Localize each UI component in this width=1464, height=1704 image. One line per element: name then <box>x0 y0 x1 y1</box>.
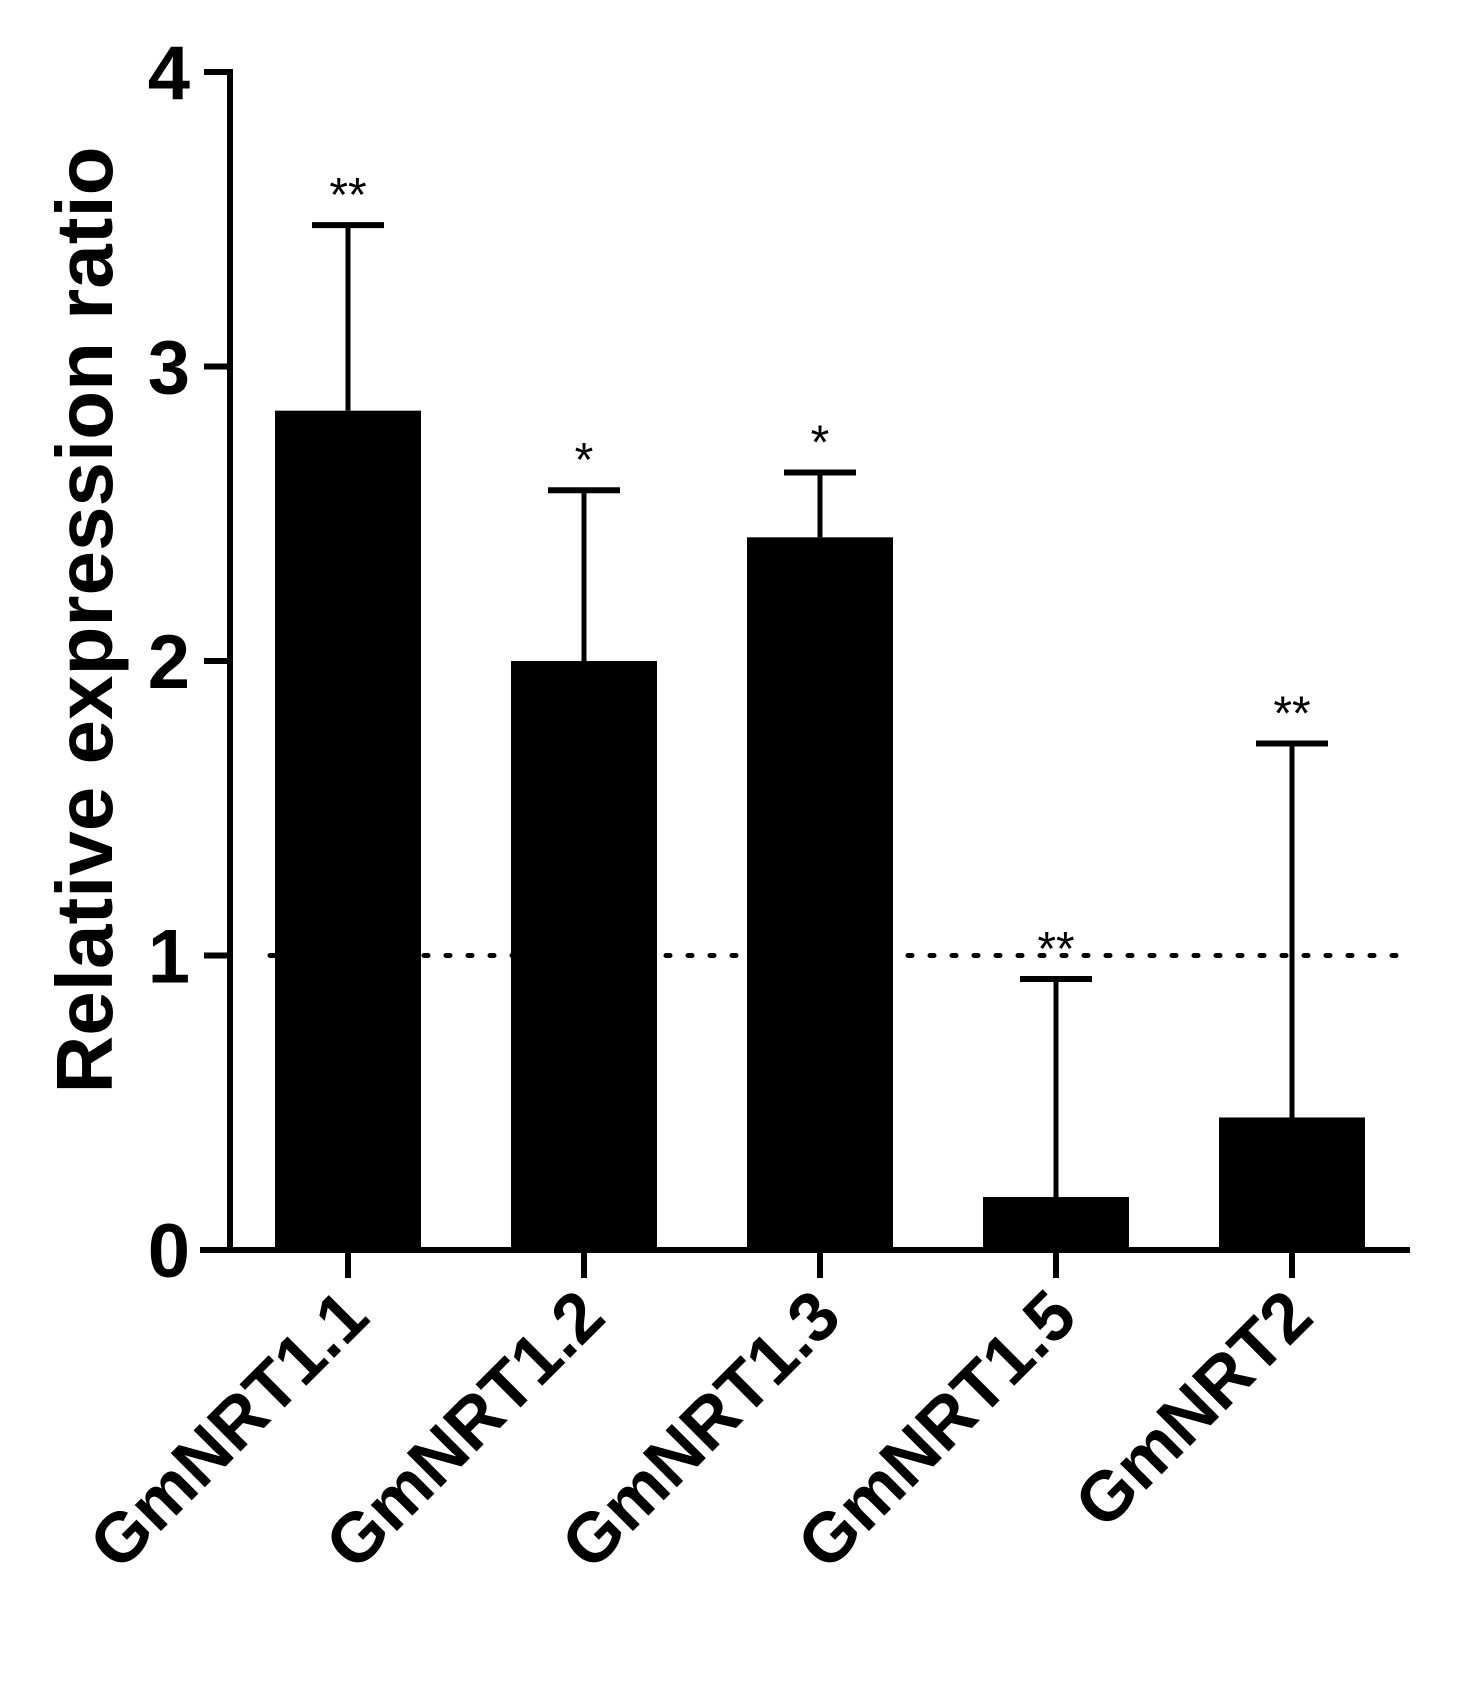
bar <box>511 661 657 1250</box>
bar <box>983 1196 1129 1250</box>
y-tick-label: 0 <box>148 1209 190 1294</box>
significance-label: ** <box>1273 687 1310 740</box>
y-tick-label: 4 <box>148 31 190 116</box>
bars: *** ***** <box>275 169 1365 1250</box>
bar <box>275 410 421 1250</box>
significance-label: ** <box>329 169 366 222</box>
y-tick-label: 3 <box>148 326 190 411</box>
bar <box>1219 1117 1365 1250</box>
significance-label: * <box>575 434 594 487</box>
x-tick-label: GmNRT2 <box>1060 1275 1327 1542</box>
bar <box>747 537 893 1250</box>
y-axis-title: Relative expression ratio <box>40 146 129 1093</box>
y-tick-label: 2 <box>148 620 190 705</box>
y-axis: 0 1 2 3 4 <box>148 31 233 1294</box>
y-tick-label: 1 <box>148 915 190 1000</box>
significance-label: ** <box>1037 923 1074 976</box>
significance-label: * <box>811 417 830 470</box>
